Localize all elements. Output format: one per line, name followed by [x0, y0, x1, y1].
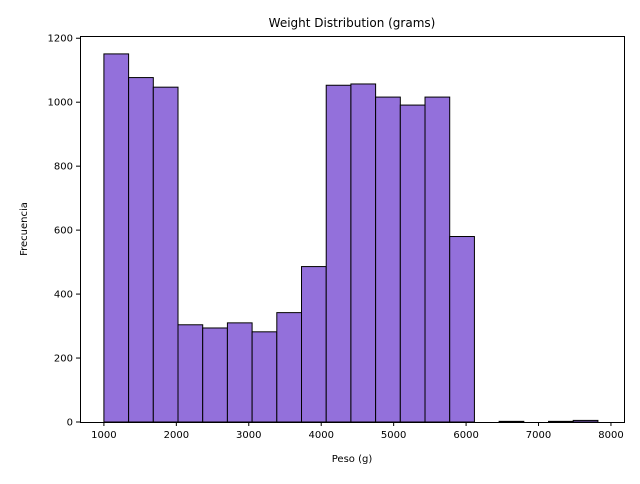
- x-tick-label: 2000: [164, 430, 189, 441]
- histogram-bar: [325, 84, 352, 423]
- x-tick-label: 1000: [91, 430, 116, 441]
- histogram-bar: [572, 419, 599, 423]
- histogram-bar: [251, 331, 278, 423]
- histogram-bar: [128, 77, 154, 423]
- histogram-bar: [202, 327, 228, 423]
- histogram-bar: [177, 324, 204, 423]
- y-tick-label: 1200: [48, 34, 73, 45]
- histogram-bar: [399, 104, 426, 423]
- y-axis: 0 200 400 600 800 1000 1200: [48, 34, 80, 429]
- x-tick-label: 5000: [381, 430, 406, 441]
- y-tick-label: 0: [67, 418, 73, 429]
- histogram-bar: [301, 266, 327, 423]
- x-axis-label: Peso (g): [332, 454, 373, 465]
- chart-title: Weight Distribution (grams): [269, 16, 436, 30]
- histogram-bar: [276, 312, 303, 423]
- histogram-bar: [424, 96, 451, 423]
- x-tick-label: 4000: [308, 430, 333, 441]
- y-tick-label: 400: [54, 290, 73, 301]
- bars-group: [103, 53, 599, 423]
- histogram-bar: [548, 420, 574, 423]
- y-tick-label: 1000: [48, 98, 73, 109]
- histogram-bar: [498, 420, 525, 423]
- x-axis: 1000 2000 3000 4000 5000 6000 7000 8000: [91, 422, 624, 441]
- x-tick-label: 8000: [598, 430, 623, 441]
- x-tick-label: 3000: [236, 430, 261, 441]
- histogram-bar: [152, 86, 179, 423]
- y-tick-label: 200: [54, 354, 73, 365]
- histogram-bar: [375, 96, 401, 423]
- histogram-bar: [449, 236, 475, 423]
- x-tick-label: 6000: [453, 430, 478, 441]
- histogram-bar: [350, 83, 377, 423]
- plot-frame: [80, 36, 625, 423]
- x-tick-label: 7000: [526, 430, 551, 441]
- histogram-bar: [103, 53, 130, 423]
- y-tick-label: 800: [54, 162, 73, 173]
- y-tick-label: 600: [54, 226, 73, 237]
- histogram-bar: [226, 322, 253, 423]
- y-axis-label: Frecuencia: [19, 202, 30, 256]
